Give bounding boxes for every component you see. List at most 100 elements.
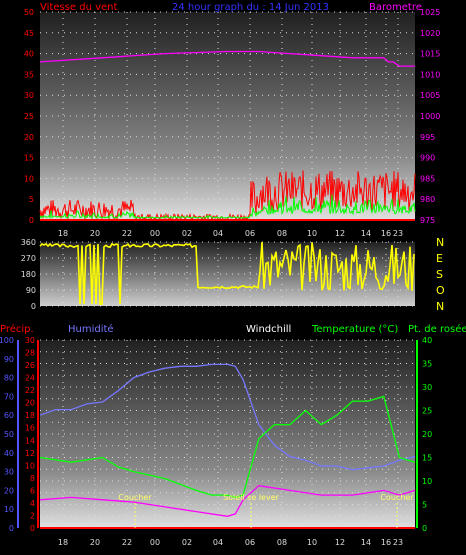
x-tick-label: 22 <box>122 538 132 547</box>
y2-tick-label: 990 <box>420 154 435 163</box>
humidity-tick-label: 10 <box>4 505 14 514</box>
compass-letter: S <box>436 268 443 281</box>
humidity-tick-label: 80 <box>4 374 14 383</box>
x-tick-label: 18 <box>58 538 68 547</box>
y2-tick-label: 995 <box>420 133 435 142</box>
y-tick-label: 35 <box>24 70 34 79</box>
compass-letter: N <box>436 300 444 313</box>
humidity-tick-label: 50 <box>4 430 14 439</box>
barometer-line <box>39 50 415 67</box>
wind-gust-line <box>39 170 416 222</box>
x-tick-label: 14 <box>361 538 371 547</box>
y-tick-label: 30 <box>24 91 34 100</box>
dewpoint-label: Pt. de rosée <box>408 323 466 335</box>
compass-letter: E <box>436 252 443 265</box>
humidity-label: Humidité <box>68 323 114 335</box>
precip-tick-label: 18 <box>25 411 35 420</box>
sun-annotation: Soleil se lever <box>223 493 280 502</box>
precip-tick-label: 22 <box>25 386 35 395</box>
precip-label: Précip. <box>0 323 34 335</box>
precip-tick-label: 14 <box>25 436 35 445</box>
x-tick-label: 10 <box>307 229 317 238</box>
x-tick-label: 12 <box>335 538 345 547</box>
y-tick-label: 25 <box>24 112 34 121</box>
top-title: 24 hour graph du : 14 Jun 2013 <box>172 2 329 13</box>
x-tick-label: 00 <box>150 538 160 547</box>
humidity-tick-label: 40 <box>4 449 14 458</box>
humidity-line <box>39 363 416 471</box>
x-tick-label: 20 <box>90 229 100 238</box>
y2-tick-label: 1005 <box>420 91 440 100</box>
precip-tick-label: 12 <box>25 449 35 458</box>
temperature-tick-label: 30 <box>422 383 432 392</box>
x-tick-label: 04 <box>213 229 223 238</box>
precip-tick-label: 24 <box>25 374 35 383</box>
humidity-tick-label: 0 <box>9 524 14 533</box>
precip-tick-label: 2 <box>30 511 35 520</box>
x-tick-label: 18 <box>58 229 68 238</box>
y-tick-label: 40 <box>24 50 34 59</box>
x-tick-label: 04 <box>213 538 223 547</box>
x-tick-label: 22 <box>122 229 132 238</box>
humidity-tick-label: 70 <box>4 392 14 401</box>
precip-tick-label: 26 <box>25 361 35 370</box>
wind-avg-line <box>39 194 416 220</box>
temperature-tick-label: 20 <box>422 430 432 439</box>
x-tick-label: 06 <box>245 229 255 238</box>
x-tick-label: 23 <box>393 538 403 547</box>
top-left-axis-label: Vitesse du vent <box>40 2 117 13</box>
x-tick-label: 20 <box>90 538 100 547</box>
precip-tick-label: 16 <box>25 424 35 433</box>
compass-letter: O <box>436 284 445 297</box>
x-tick-label: 23 <box>393 229 403 238</box>
x-tick-label: 06 <box>245 538 255 547</box>
humidity-tick-label: 60 <box>4 411 14 420</box>
y2-tick-label: 985 <box>420 174 435 183</box>
precip-tick-label: 6 <box>30 486 35 495</box>
top-right-axis-label: Barometre <box>369 2 422 13</box>
y2-tick-label: 975 <box>420 216 435 225</box>
y-tick-label: 45 <box>24 29 34 38</box>
x-tick-label: 14 <box>361 229 371 238</box>
y2-tick-label: 980 <box>420 195 435 204</box>
direction-tick-label: 0 <box>31 302 36 311</box>
y2-tick-label: 1010 <box>420 70 440 79</box>
precip-tick-label: 30 <box>25 336 35 345</box>
y2-tick-label: 1020 <box>420 29 440 38</box>
temperature-tick-label: 10 <box>422 477 432 486</box>
wind-direction-line <box>39 241 415 305</box>
precip-tick-label: 20 <box>25 399 35 408</box>
direction-tick-label: 180 <box>21 270 36 279</box>
direction-tick-label: 360 <box>21 238 36 247</box>
x-tick-label: 12 <box>335 229 345 238</box>
x-tick-label: 02 <box>182 538 192 547</box>
precip-tick-label: 4 <box>30 499 35 508</box>
x-tick-label: 08 <box>277 538 287 547</box>
y2-tick-label: 1000 <box>420 112 440 121</box>
y-tick-label: 0 <box>29 216 34 225</box>
y-tick-label: 50 <box>24 8 34 17</box>
compass-letter: N <box>436 236 444 249</box>
humidity-tick-label: 90 <box>4 355 14 364</box>
x-tick-label: 02 <box>182 229 192 238</box>
x-tick-label: 16 <box>381 538 391 547</box>
temperature-tick-label: 25 <box>422 407 432 416</box>
y-tick-label: 15 <box>24 154 34 163</box>
humidity-tick-label: 100 <box>0 336 14 345</box>
precip-tick-label: 0 <box>30 524 35 533</box>
direction-tick-label: 90 <box>26 286 36 295</box>
y2-tick-label: 1015 <box>420 50 440 59</box>
temperature-line <box>39 395 416 499</box>
x-tick-label: 10 <box>307 538 317 547</box>
y2-tick-label: 1025 <box>420 8 440 17</box>
x-tick-label: 08 <box>277 229 287 238</box>
y-tick-label: 5 <box>29 195 34 204</box>
temperature-tick-label: 40 <box>422 336 432 345</box>
temperature-label: Temperature (°C) <box>311 324 398 335</box>
temperature-tick-label: 5 <box>422 501 427 510</box>
humidity-tick-label: 30 <box>4 468 14 477</box>
y-tick-label: 20 <box>24 133 34 142</box>
sun-annotation: Coucher <box>118 493 152 502</box>
sun-annotation: Coucher <box>380 493 414 502</box>
precip-tick-label: 10 <box>25 461 35 470</box>
